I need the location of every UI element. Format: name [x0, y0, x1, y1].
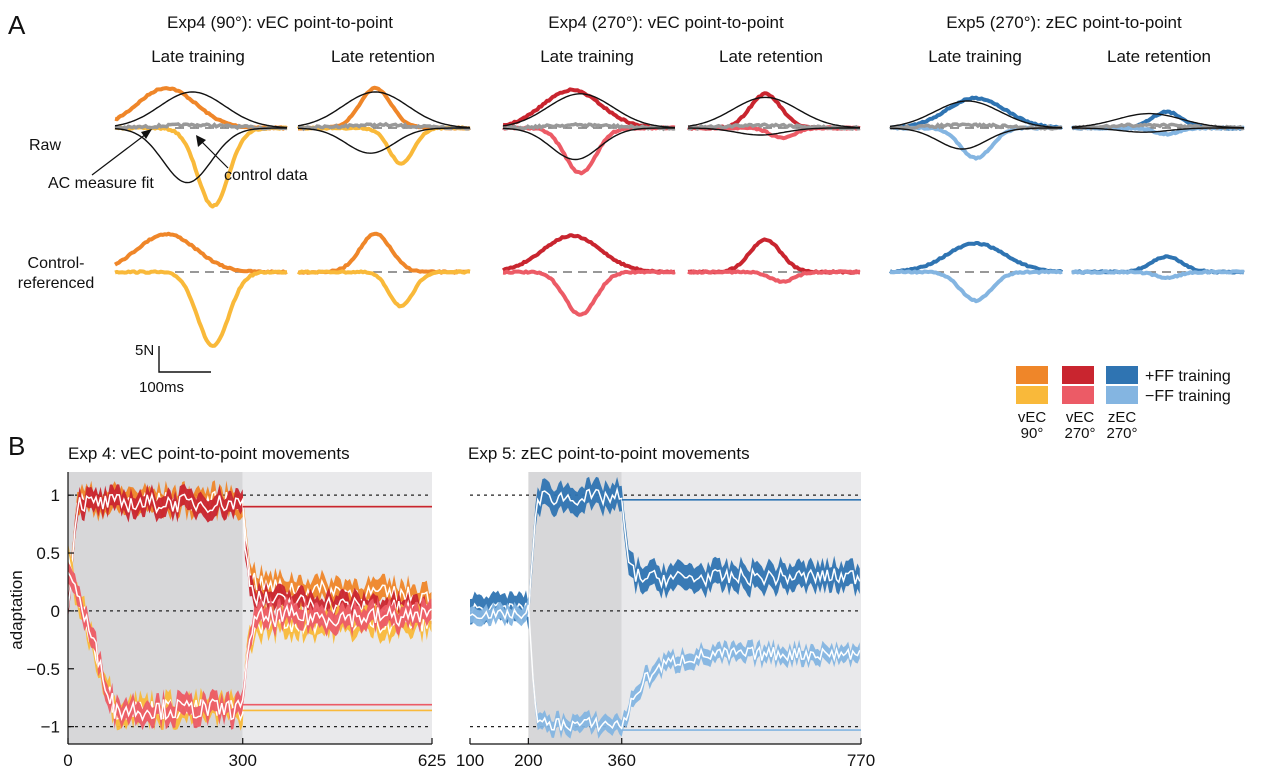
series-mean-zec270_pos: [469, 486, 861, 617]
control-arrow: [197, 137, 229, 169]
trace-pos-ff: [687, 237, 861, 275]
x-tick-label: 300: [229, 751, 257, 770]
control-arrowhead: [196, 135, 206, 147]
legend-col2-line2: 270°: [1064, 425, 1095, 442]
trace-neg-ff: [889, 125, 1063, 161]
legend-neg-label: −FF training: [1145, 388, 1231, 405]
trace-neg-ff: [1071, 269, 1245, 280]
trace-pos-ff: [501, 233, 676, 275]
x-tick-label: 625: [418, 751, 446, 770]
scale-bar-time: 100ms: [139, 379, 184, 396]
row-label-control-1: Control-: [28, 255, 85, 272]
trace-neg-ff: [297, 269, 471, 309]
y-tick-label: 0.5: [36, 544, 60, 563]
trace-pos-ff: [889, 241, 1064, 275]
trace-fit-neg: [1071, 127, 1244, 133]
subtitle-retention-1: Late retention: [331, 47, 435, 66]
trace-fit-pos: [114, 91, 288, 129]
trace-neg-ff: [889, 269, 1063, 304]
fit-arrow: [91, 130, 151, 176]
trace-fit-neg: [114, 127, 287, 184]
chart-exp4: 0 300 625 1 0.5 0 −0.5 −1: [26, 472, 446, 770]
legend-swatch-vec270-pos: [1062, 366, 1094, 384]
y-tick-label: 1: [51, 486, 60, 505]
trace-fit-neg: [889, 127, 1062, 150]
trace-fit-pos: [1071, 112, 1245, 129]
trace-fit-neg: [688, 127, 860, 136]
trace-pos-ff: [113, 231, 288, 275]
trace-fit-pos: [889, 100, 1063, 129]
trace-neg-ff: [502, 269, 676, 317]
panel-label-a: A: [8, 10, 26, 40]
series-mean-zec270_neg: [469, 604, 861, 733]
annotation-control: control data: [224, 167, 308, 184]
legend-col3-line2: 270°: [1106, 425, 1137, 442]
trace-fit-pos: [687, 96, 860, 129]
series-band-vec90_pos: [68, 480, 432, 618]
trace-fit-pos: [502, 93, 676, 129]
subtitle-training-2: Late training: [540, 47, 634, 66]
trace-control: [502, 121, 676, 132]
panel-label-b: B: [8, 431, 25, 461]
subtitle-retention-3: Late retention: [1107, 47, 1211, 66]
series-band-zec270_neg: [470, 596, 860, 739]
x-tick-label: 770: [847, 751, 875, 770]
trace-pos-ff: [114, 86, 288, 131]
trace-fit-pos: [297, 91, 471, 129]
series-band-vec270_neg: [68, 562, 432, 731]
series-mean-vec270_neg: [67, 572, 432, 722]
subtitle-training-1: Late training: [151, 47, 245, 66]
legend-col2-line1: vEC: [1066, 409, 1095, 426]
annotation-fit: AC measure fit: [48, 175, 154, 192]
trace-neg-ff: [296, 125, 471, 166]
legend-swatch-vec90-neg: [1016, 386, 1048, 404]
chart-exp5: 100 200 360 770: [456, 472, 875, 770]
x-tick-label: 200: [514, 751, 542, 770]
exp4-270-title: Exp4 (270°): vEC point-to-point: [548, 13, 784, 32]
legend-swatch-zec270-pos: [1106, 366, 1138, 384]
y-tick-label: 0: [51, 602, 60, 621]
y-tick-label: −1: [41, 718, 60, 737]
chart1-ylabel: adaptation: [7, 570, 26, 649]
exp5-270-title: Exp5 (270°): zEC point-to-point: [946, 13, 1182, 32]
series-band-vec270_pos: [68, 484, 432, 629]
legend-pos-label: +FF training: [1145, 368, 1231, 385]
force-traces: [113, 85, 1245, 348]
subtitle-training-3: Late training: [928, 47, 1022, 66]
fit-arrowhead: [141, 129, 152, 139]
chart2-title: Exp 5: zEC point-to-point movements: [468, 444, 750, 463]
legend-swatch-vec270-neg: [1062, 386, 1094, 404]
trace-pos-ff: [297, 231, 471, 275]
exp4-90-title: Exp4 (90°): vEC point-to-point: [167, 13, 393, 32]
trace-neg-ff: [687, 269, 861, 284]
legend-col3-line1: zEC: [1108, 409, 1137, 426]
trace-fit-neg: [502, 127, 675, 161]
subtitle-retention-2: Late retention: [719, 47, 823, 66]
row-label-control-2: referenced: [18, 275, 95, 292]
legend-swatch-vec90-pos: [1016, 366, 1048, 384]
scale-bar-force: 5N: [135, 342, 154, 359]
series-band-zec270_pos: [470, 476, 860, 630]
retention-block-shade: [621, 472, 861, 744]
legend: +FF training −FF training vEC 90° vEC 27…: [1016, 366, 1231, 442]
row-label-raw: Raw: [29, 137, 61, 154]
trace-neg-ff: [114, 269, 288, 348]
chart1-title: Exp 4: vEC point-to-point movements: [68, 444, 350, 463]
x-tick-label: 0: [63, 751, 72, 770]
trace-control: [297, 121, 471, 132]
legend-col1-line2: 90°: [1021, 425, 1044, 442]
trace-fit-neg: [297, 127, 470, 154]
y-tick-label: −0.5: [26, 660, 60, 679]
legend-col1-line1: vEC: [1018, 409, 1047, 426]
trace-neg-ff: [501, 125, 676, 176]
scale-bar: [158, 346, 211, 373]
x-tick-label: 360: [608, 751, 636, 770]
series-mean-vec90_pos: [67, 490, 432, 608]
legend-swatch-zec270-neg: [1106, 386, 1138, 404]
training-block-shade: [528, 472, 622, 744]
x-tick-label: 100: [456, 751, 484, 770]
